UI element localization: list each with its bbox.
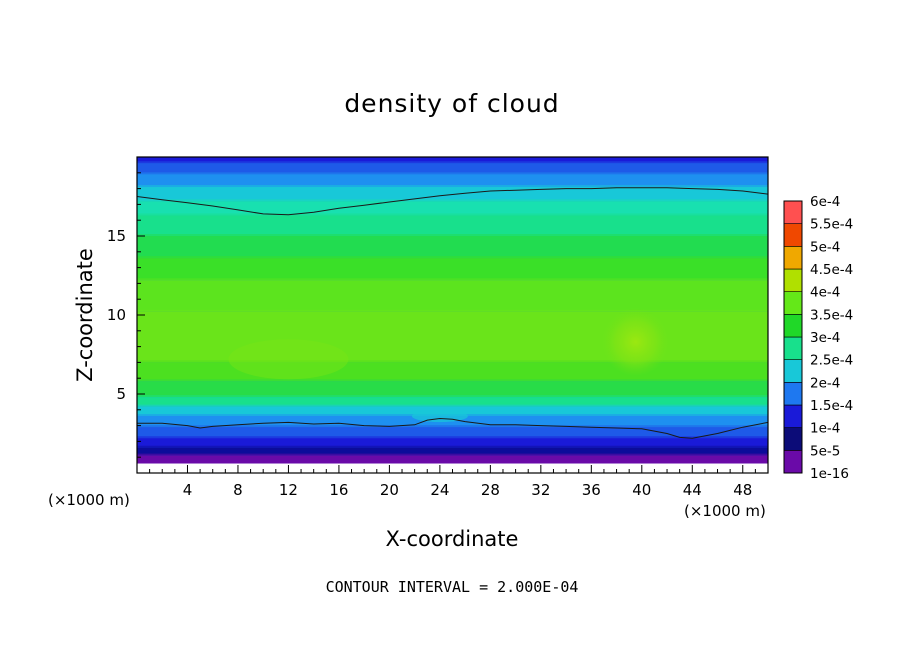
colorbar-swatch-1e-16 bbox=[783, 450, 803, 474]
colorbar-label: 2e-4 bbox=[810, 375, 840, 391]
field-band-19 bbox=[137, 463, 768, 473]
colorbar-frame bbox=[783, 200, 803, 474]
colorbar-label: 1e-4 bbox=[810, 421, 840, 437]
heatmap-field bbox=[137, 157, 768, 473]
colorbar-label: 2.5e-4 bbox=[810, 353, 853, 369]
colorbar-label: 3e-4 bbox=[810, 330, 840, 346]
x-tick-label: 8 bbox=[233, 481, 243, 499]
field-blend-9 bbox=[137, 309, 768, 314]
colorbar-swatch-5e-5 bbox=[783, 427, 803, 451]
field-band-17 bbox=[137, 447, 768, 456]
contour-line-2e-4 bbox=[137, 187, 768, 216]
field-band-1 bbox=[137, 163, 768, 175]
colorbar-swatch-5e-4 bbox=[783, 223, 803, 247]
contour-lines bbox=[137, 187, 768, 439]
colorbar-label: 6e-4 bbox=[810, 194, 840, 210]
colorbar: 1e-16 5e-5 1e-4 1.5e-4 2e-4 2.5e-4 3e-4 3.5e-4 4… bbox=[783, 194, 853, 482]
colorbar-label: 5e-4 bbox=[810, 239, 840, 255]
field-blend-17 bbox=[137, 445, 768, 450]
chart-title: density of cloud bbox=[344, 89, 559, 118]
field-blend-11 bbox=[137, 379, 768, 384]
field-blend-13 bbox=[137, 404, 768, 409]
x-tick-label: 12 bbox=[279, 481, 298, 499]
field-band-18 bbox=[137, 455, 768, 464]
field-band-12 bbox=[137, 397, 768, 407]
field-blend-5 bbox=[137, 213, 768, 218]
y-tick-label: 5 bbox=[116, 385, 126, 403]
x-tick-label: 36 bbox=[582, 481, 601, 499]
field-blend-3 bbox=[137, 185, 768, 190]
colorbar-swatch-2e-4 bbox=[783, 359, 803, 383]
x-axis-label: X-coordinate bbox=[386, 527, 519, 551]
field-blend-10 bbox=[137, 360, 768, 365]
field-lobe-left bbox=[228, 339, 349, 380]
x-tick-label: 44 bbox=[683, 481, 702, 499]
field-blend-18 bbox=[137, 453, 768, 458]
contour-line-1e-4 bbox=[137, 417, 768, 439]
y-axis-ticks: 5 10 15 bbox=[107, 172, 145, 458]
colorbar-label: 4.5e-4 bbox=[810, 262, 853, 278]
field-blend-2 bbox=[137, 172, 768, 177]
field-band-7 bbox=[137, 258, 768, 281]
field-band-10 bbox=[137, 362, 768, 382]
x-axis-unit-left: (×1000 m) bbox=[48, 491, 130, 509]
colorbar-swatch-2.5e-4 bbox=[783, 336, 803, 360]
x-tick-label: 40 bbox=[632, 481, 651, 499]
field-band-0 bbox=[137, 157, 768, 164]
field-band-2 bbox=[137, 174, 768, 188]
contour-interval-note: CONTOUR INTERVAL = 2.000E-04 bbox=[326, 578, 579, 596]
colorbar-label: 4e-4 bbox=[810, 285, 840, 301]
x-axis-unit-right: (×1000 m) bbox=[684, 502, 766, 520]
field-band-11 bbox=[137, 381, 768, 398]
field-local-maximum bbox=[601, 307, 670, 376]
colorbar-swatch-4e-4 bbox=[783, 268, 803, 292]
y-tick-label: 15 bbox=[107, 227, 126, 245]
colorbar-swatch-5.5e-4 bbox=[783, 200, 803, 224]
field-band-5 bbox=[137, 215, 768, 236]
colorbar-swatch-3e-4 bbox=[783, 314, 803, 338]
field-band-15 bbox=[137, 427, 768, 439]
x-tick-label: 32 bbox=[531, 481, 550, 499]
field-band-4 bbox=[137, 201, 768, 216]
field-blend-12 bbox=[137, 395, 768, 400]
colorbar-label: 5e-5 bbox=[810, 443, 840, 459]
field-blend-6 bbox=[137, 234, 768, 238]
field-band-6 bbox=[137, 236, 768, 259]
colorbar-label: 5.5e-4 bbox=[810, 217, 853, 233]
field-band-14 bbox=[137, 416, 768, 428]
field-blend-8 bbox=[137, 278, 768, 283]
field-band-16 bbox=[137, 438, 768, 448]
x-tick-label: 16 bbox=[329, 481, 348, 499]
field-band-8 bbox=[137, 280, 768, 312]
x-tick-label: 4 bbox=[183, 481, 193, 499]
field-blend-16 bbox=[137, 436, 768, 441]
colorbar-swatch-3.5e-4 bbox=[783, 291, 803, 315]
y-axis-label: Z-coordinate bbox=[73, 248, 97, 382]
x-tick-label: 24 bbox=[430, 481, 449, 499]
colorbar-swatch-1e-4 bbox=[783, 404, 803, 428]
x-tick-label: 20 bbox=[380, 481, 399, 499]
colorbar-swatch-4.5e-4 bbox=[783, 246, 803, 270]
x-tick-label: 28 bbox=[481, 481, 500, 499]
y-tick-label: 10 bbox=[107, 306, 126, 324]
colorbar-label: 3.5e-4 bbox=[810, 307, 853, 323]
x-axis-ticks: 4 8 12 16 20 24 28 32 36 40 44 48 bbox=[149, 465, 756, 499]
colorbar-label: 1e-16 bbox=[810, 466, 849, 482]
field-blend-1 bbox=[137, 161, 768, 166]
field-blend-15 bbox=[137, 425, 768, 430]
field-blend-4 bbox=[137, 199, 768, 204]
x-tick-label: 48 bbox=[733, 481, 752, 499]
field-blend-7 bbox=[137, 256, 768, 261]
colorbar-label: 1.5e-4 bbox=[810, 398, 853, 414]
colorbar-swatch-1.5e-4 bbox=[783, 382, 803, 406]
